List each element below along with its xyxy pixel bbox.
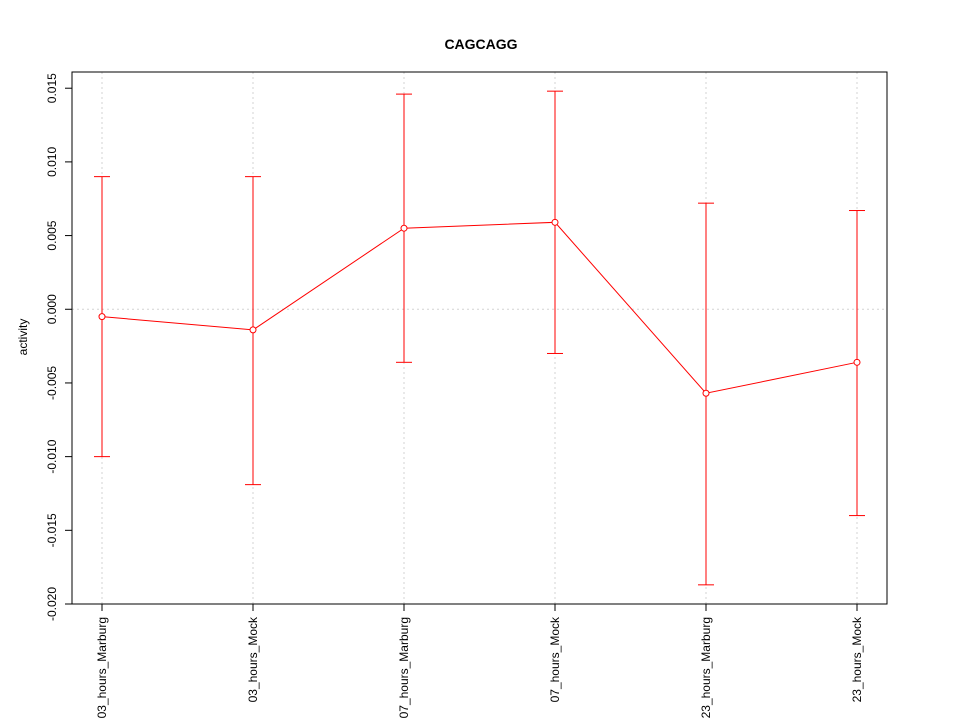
y-tick-label: 0.010 [45,147,59,177]
x-tick-label: 03_hours_Mock [246,616,260,702]
y-tick-label: 0.000 [45,294,59,324]
y-tick-label: 0.005 [45,220,59,250]
y-axis-label: activity [16,319,30,356]
y-tick-label: -0.020 [45,587,59,621]
data-point [702,389,710,397]
data-point [551,218,559,226]
x-tick-label: 23_hours_Marburg [699,617,713,718]
data-marks [94,90,865,586]
y-tick-label: 0.015 [45,73,59,103]
grid [72,72,887,604]
data-point [400,224,408,232]
chart-title: CAGCAGG [444,36,517,52]
series-line [101,221,858,394]
data-point [98,313,106,321]
y-tick-label: -0.015 [45,513,59,547]
axes: -0.020 -0.015 -0.010 -0.005 0.000 0.005 0.010 0… [45,73,864,719]
y-tick-label: -0.005 [45,366,59,400]
x-tick-label: 07_hours_Marburg [397,617,411,718]
x-tick-label: 07_hours_Mock [548,616,562,702]
x-tick-label: 23_hours_Mock [850,616,864,702]
y-tick-label: -0.010 [45,439,59,473]
data-point [249,326,257,334]
data-point [853,358,861,366]
plot-frame [71,71,888,605]
x-tick-label: 03_hours_Marburg [95,617,109,718]
